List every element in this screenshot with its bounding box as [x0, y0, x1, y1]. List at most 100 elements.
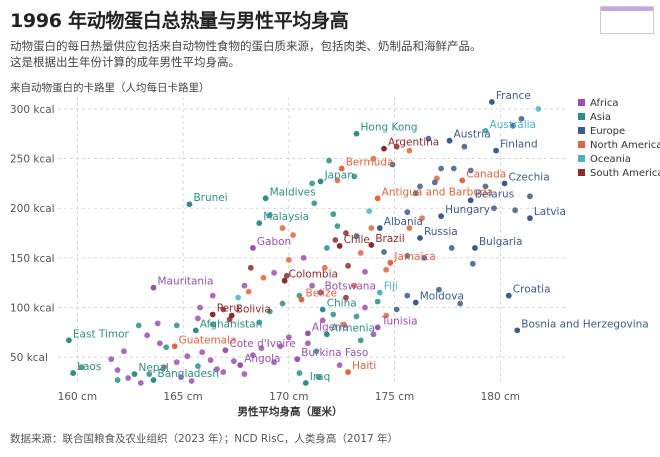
data-point[interactable] [283, 272, 290, 279]
data-point[interactable] [125, 375, 132, 381]
data-point[interactable] [137, 380, 144, 386]
data-point[interactable] [353, 313, 360, 320]
data-point[interactable] [154, 320, 161, 327]
data-point-bolivia[interactable] [228, 312, 235, 319]
data-point[interactable] [357, 337, 364, 344]
data-point-hungary[interactable] [438, 213, 445, 220]
data-point-antigua-and-barbuda[interactable] [374, 195, 381, 202]
data-point[interactable] [311, 200, 318, 207]
data-point-cote-d-ivoire[interactable] [222, 347, 229, 354]
data-point[interactable] [114, 367, 121, 373]
data-point[interactable] [195, 363, 201, 370]
data-point-belize[interactable] [298, 296, 305, 303]
data-point-france[interactable] [488, 99, 495, 105]
data-point-czechia[interactable] [501, 180, 508, 187]
data-point-russia[interactable] [417, 235, 423, 241]
data-point-chile[interactable] [336, 243, 343, 249]
data-point[interactable] [461, 143, 468, 150]
data-point[interactable] [353, 233, 360, 239]
data-point-brazil[interactable] [368, 242, 375, 248]
data-point[interactable] [285, 334, 292, 341]
data-point[interactable] [404, 292, 411, 299]
data-point-hong-kong[interactable] [353, 130, 360, 137]
data-point[interactable] [121, 348, 127, 355]
data-point[interactable] [326, 157, 332, 164]
data-point-croatia[interactable] [505, 292, 512, 299]
data-point[interactable] [357, 250, 364, 256]
data-point[interactable] [412, 190, 419, 197]
data-point[interactable] [343, 230, 349, 236]
data-point[interactable] [527, 193, 533, 200]
data-point[interactable] [271, 359, 277, 366]
legend-item[interactable]: Oceania [590, 154, 631, 165]
legend-swatch[interactable] [578, 169, 585, 176]
data-point[interactable] [457, 300, 464, 307]
data-point[interactable] [304, 340, 311, 347]
data-point[interactable] [393, 143, 400, 150]
legend-item[interactable]: Asia [590, 112, 611, 123]
data-point-burkina-faso[interactable] [294, 356, 301, 363]
data-point[interactable] [241, 371, 248, 377]
data-point[interactable] [406, 225, 413, 231]
legend-swatch[interactable] [578, 127, 585, 134]
data-point-iraq[interactable] [302, 380, 309, 386]
data-point[interactable] [256, 319, 263, 326]
data-point-belarus[interactable] [467, 197, 474, 204]
data-point[interactable] [209, 321, 216, 328]
data-point-haiti[interactable] [345, 369, 351, 375]
data-point[interactable] [467, 167, 474, 174]
data-point[interactable] [277, 343, 284, 350]
legend-item[interactable]: North America [590, 140, 660, 151]
data-point[interactable] [199, 349, 206, 356]
data-point[interactable] [209, 292, 216, 299]
data-point-angola[interactable] [237, 362, 244, 369]
legend-swatch[interactable] [578, 99, 585, 106]
data-point[interactable] [425, 135, 432, 142]
data-point-japan[interactable] [317, 178, 324, 185]
data-point[interactable] [351, 173, 358, 180]
data-point[interactable] [285, 256, 292, 263]
legend[interactable]: Africa Asia Europe North America Oceania Sout… [578, 98, 660, 179]
data-point[interactable] [345, 262, 351, 269]
data-point[interactable] [220, 369, 227, 375]
data-point[interactable] [330, 211, 337, 218]
legend-swatch[interactable] [578, 155, 585, 162]
data-point[interactable] [296, 370, 303, 376]
data-point[interactable] [362, 304, 368, 311]
data-point[interactable] [173, 322, 180, 329]
data-point[interactable] [340, 321, 347, 328]
data-point[interactable] [108, 356, 115, 363]
data-point-china[interactable] [319, 306, 326, 313]
data-point[interactable] [188, 378, 195, 384]
data-point[interactable] [336, 362, 343, 369]
data-point-brunei[interactable] [186, 201, 193, 208]
data-point[interactable] [78, 364, 85, 371]
data-point[interactable] [406, 147, 413, 154]
legend-swatch[interactable] [578, 113, 585, 120]
data-point-albania[interactable] [376, 225, 383, 231]
data-point[interactable] [290, 232, 296, 238]
data-point[interactable] [146, 371, 153, 377]
data-point[interactable] [469, 260, 476, 267]
data-point[interactable] [214, 366, 220, 372]
data-point[interactable] [374, 298, 381, 305]
data-point[interactable] [383, 312, 390, 319]
data-point-bosnia-and-herzegovina[interactable] [514, 327, 521, 334]
data-point[interactable] [431, 179, 438, 186]
data-point-canada[interactable] [459, 177, 466, 184]
data-point[interactable] [518, 115, 525, 122]
data-point-fiji[interactable] [376, 289, 383, 296]
data-point[interactable] [438, 165, 445, 172]
data-point[interactable] [491, 205, 497, 212]
data-point[interactable] [279, 300, 286, 307]
data-point-latvia[interactable] [527, 215, 533, 222]
data-point[interactable] [370, 331, 377, 338]
data-point[interactable] [368, 225, 375, 231]
data-point[interactable] [324, 245, 330, 251]
data-point-laos[interactable] [70, 370, 77, 376]
data-point[interactable] [351, 282, 358, 289]
data-point[interactable] [319, 317, 326, 324]
data-point[interactable] [161, 364, 167, 371]
data-point-moldova[interactable] [412, 299, 419, 306]
data-point[interactable] [482, 183, 489, 190]
